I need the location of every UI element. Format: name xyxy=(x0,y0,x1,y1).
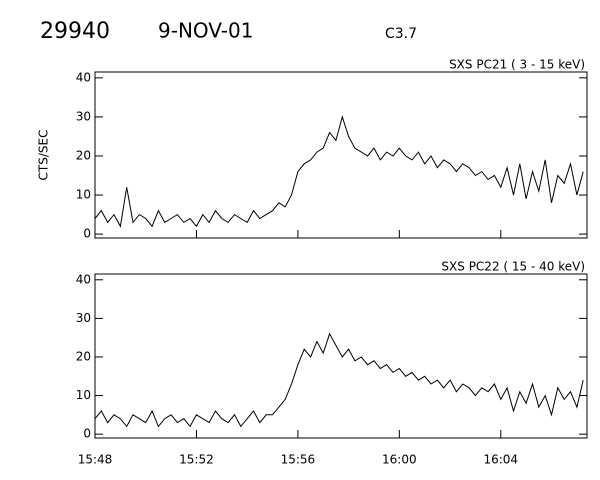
y-tick-label: 30 xyxy=(76,109,91,123)
y-tick-label: 40 xyxy=(76,70,91,84)
x-tick-label: 16:00 xyxy=(382,453,417,467)
data-line xyxy=(94,115,584,228)
panel-title: SXS PC22 ( 15 - 40 keV) xyxy=(441,260,585,274)
event-date: 9-NOV-01 xyxy=(158,19,253,43)
x-tick-label: 15:48 xyxy=(78,453,113,467)
event-id: 29940 xyxy=(40,19,110,44)
x-tick-label: 16:04 xyxy=(483,453,518,467)
x-tick-label: 15:56 xyxy=(281,453,316,467)
y-tick-label: 10 xyxy=(76,188,91,202)
y-tick-label: 40 xyxy=(76,272,91,286)
data-line xyxy=(94,332,584,428)
y-axis-label: CTS/SEC xyxy=(37,130,51,181)
plot-frame xyxy=(94,273,588,439)
y-tick-label: 0 xyxy=(83,427,91,441)
y-tick-label: 10 xyxy=(76,388,91,402)
y-tick-label: 30 xyxy=(76,311,91,325)
y-tick-label: 0 xyxy=(83,227,91,241)
panel-title: SXS PC21 ( 3 - 15 keV) xyxy=(449,58,585,72)
plot-frame xyxy=(94,71,588,239)
flare-class: C3.7 xyxy=(385,26,417,42)
y-tick-label: 20 xyxy=(76,148,91,162)
y-tick-label: 20 xyxy=(76,349,91,363)
x-tick-label: 15:52 xyxy=(179,453,214,467)
